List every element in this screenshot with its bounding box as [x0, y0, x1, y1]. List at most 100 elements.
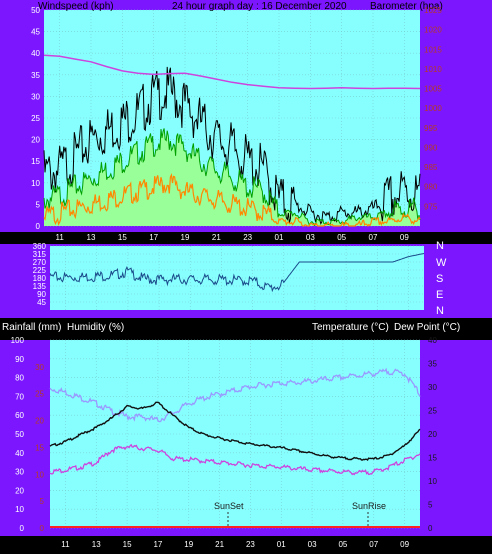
temperature-title: Temperature (°C): [312, 322, 389, 333]
temp-x-tick-label: 05: [338, 540, 347, 549]
wind-y-tick-label: 10: [31, 179, 40, 188]
average-series-line: [43, 128, 421, 227]
wind-y-tick-label: 50: [31, 6, 40, 15]
wind-y-tick-label: 45: [31, 28, 40, 37]
temperature-y-tick-label: 0: [428, 524, 433, 533]
temperature-y-tick-label: 40: [428, 336, 437, 345]
barometer-y-tick-label: 990: [424, 143, 438, 152]
barometer-y-tick-label: 1015: [424, 45, 442, 54]
barometer-title: Barometer (hpa): [370, 1, 443, 12]
wind-x-tick-label: 23: [243, 233, 252, 242]
compass-s: S: [436, 273, 443, 285]
temp-x-tick-label: 13: [92, 540, 101, 549]
wind-x-tick-label: 21: [212, 233, 221, 242]
rainfall-y-tick-label: 15: [35, 443, 44, 452]
direction-y-tick-label: 225: [33, 266, 47, 275]
temperature-y-tick-label: 20: [428, 430, 437, 439]
wind-y-tick-label: 5: [36, 200, 41, 209]
direction-y-tick-label: 180: [33, 274, 47, 283]
humidity-y-tick-label: 90: [15, 355, 24, 364]
wind-y-tick-label: 20: [31, 136, 40, 145]
rainfall-y-tick-label: 5: [40, 497, 45, 506]
rainfall-y-tick-label: 30: [35, 363, 44, 372]
temp-axis-strip: [0, 536, 492, 554]
wind-x-tick-label: 03: [306, 233, 315, 242]
compass-n-top: N: [436, 240, 444, 252]
graph-day-title: 24 hour graph day : 16 December 2020: [172, 1, 347, 12]
minimum-series-line: [43, 173, 421, 227]
wind-y-tick-label: 25: [31, 114, 40, 123]
wind-y-tick-label: 15: [31, 157, 40, 166]
direction-series-line: [49, 253, 425, 293]
wind-x-tick-label: 11: [56, 233, 65, 242]
wind-x-tick-label: 17: [149, 233, 158, 242]
compass-e: E: [436, 289, 443, 301]
temperature-y-tick-label: 5: [428, 501, 433, 510]
wind-speed-title: Windspeed (kph): [38, 1, 114, 12]
temp-x-tick-label: 17: [153, 540, 162, 549]
rainfall-y-tick-label: 25: [35, 390, 44, 399]
humidity-y-tick-label: 60: [15, 411, 24, 420]
temperature-y-tick-label: 25: [428, 407, 437, 416]
wind-x-tick-label: 19: [181, 233, 190, 242]
wind-axis-ticks: 0510152025303540455097598098599099510001…: [31, 6, 442, 242]
temp-x-tick-label: 03: [308, 540, 317, 549]
barometer-y-tick-label: 985: [424, 163, 438, 172]
compass-n-bottom: N: [436, 305, 444, 317]
barometer-series-line: [43, 54, 421, 90]
humidity-y-tick-label: 80: [15, 374, 24, 383]
humidity-y-tick-label: 0: [20, 524, 25, 533]
humidity-y-tick-label: 30: [15, 468, 24, 477]
temp-x-tick-label: 15: [123, 540, 132, 549]
direction-y-tick-label: 135: [33, 282, 47, 291]
temperature-y-tick-label: 10: [428, 477, 437, 486]
humidity-series-line: [49, 367, 421, 423]
barometer-y-tick-label: 1020: [424, 26, 442, 35]
temp-x-tick-label: 07: [369, 540, 378, 549]
humidity-y-tick-label: 70: [15, 392, 24, 401]
wind-x-tick-label: 05: [337, 233, 346, 242]
humidity-y-tick-label: 20: [15, 486, 24, 495]
temp-x-tick-label: 01: [277, 540, 286, 549]
wind-y-tick-label: 40: [31, 49, 40, 58]
barometer-y-tick-label: 1010: [424, 65, 442, 74]
temp-series-layer: [49, 367, 421, 528]
temp-x-tick-label: 09: [400, 540, 409, 549]
wind-y-tick-label: 0: [36, 222, 41, 231]
barometer-y-tick-label: 995: [424, 124, 438, 133]
temperature-y-tick-label: 30: [428, 383, 437, 392]
wind-x-tick-label: 15: [118, 233, 127, 242]
barometer-y-tick-label: 975: [424, 202, 438, 211]
temp-header-strip: [0, 318, 492, 340]
humidity-y-tick-label: 100: [11, 336, 25, 345]
wind-x-tick-label: 07: [369, 233, 378, 242]
barometer-y-tick-label: 1000: [424, 104, 442, 113]
barometer-y-tick-label: 1005: [424, 85, 442, 94]
sunrise-label: SunRise: [352, 501, 386, 511]
rainfall-y-tick-label: 10: [35, 470, 44, 479]
rainfall-title: Rainfall (mm): [2, 322, 61, 333]
temp-x-tick-label: 19: [184, 540, 193, 549]
rainfall-y-tick-label: 20: [35, 417, 44, 426]
temp-plot-area: [50, 340, 420, 528]
temp-x-tick-label: 21: [215, 540, 224, 549]
wind-x-tick-label: 13: [87, 233, 96, 242]
barometer-y-tick-label: 1025: [424, 6, 442, 15]
temp-x-tick-label: 23: [246, 540, 255, 549]
barometer-y-tick-label: 980: [424, 183, 438, 192]
direction-y-tick-label: 270: [33, 258, 47, 267]
compass-w: W: [436, 257, 447, 269]
wind-x-tick-label: 09: [400, 233, 409, 242]
humidity-y-tick-label: 40: [15, 449, 24, 458]
humidity-title: Humidity (%): [67, 322, 124, 333]
direction-y-tick-label: 360: [33, 242, 47, 251]
dew-point-series-line: [49, 443, 421, 476]
direction-y-tick-label: 45: [37, 298, 46, 307]
wind-series-layer: [43, 54, 421, 227]
direction-y-tick-label: 315: [33, 250, 47, 259]
rainfall-y-tick-label: 0: [40, 524, 45, 533]
gust-series-line: [43, 66, 421, 225]
wind-axis-strip: [0, 232, 492, 244]
